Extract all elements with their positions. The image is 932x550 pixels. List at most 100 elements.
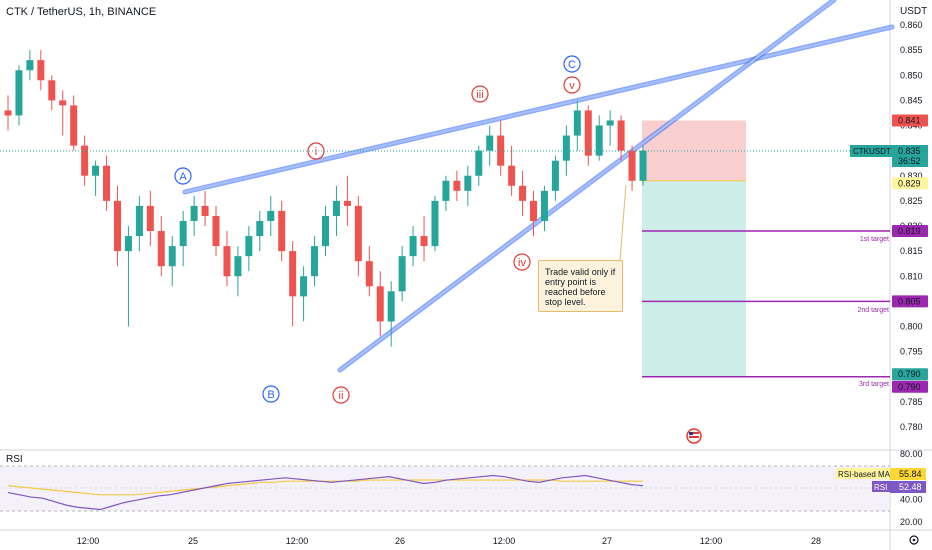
target-2-label: 2nd target	[857, 307, 889, 314]
candle-body	[442, 180, 450, 201]
target-3-label: 3rd target	[859, 381, 889, 388]
price-tick: 0.785	[900, 397, 923, 407]
symbol-badge-bg	[850, 145, 892, 157]
candle-body	[212, 215, 220, 247]
trendlines[interactable]	[182, 0, 895, 373]
price-tick: 0.825	[900, 196, 923, 206]
price-tick: 0.810	[900, 271, 923, 281]
lower-trendline-core	[338, 0, 836, 372]
candle-body	[519, 185, 527, 201]
rsi-ma-badge: RSI-based MA 55.84	[836, 468, 926, 480]
rsi-tick: 40.00	[900, 494, 923, 504]
candle-body	[573, 110, 581, 136]
us-flag-icon[interactable]	[686, 428, 702, 444]
svg-text:RSI: RSI	[874, 483, 887, 492]
candle-body	[617, 120, 625, 151]
price-tick: 0.830	[900, 171, 923, 181]
time-axis: 12:00 25 12:00 26 12:00 27 12:00 28	[77, 536, 821, 546]
countdown: 36:52	[898, 156, 921, 166]
candle-body	[289, 251, 297, 297]
candle-body	[48, 80, 56, 101]
candle-body	[311, 246, 319, 277]
stop-badge: 0.841	[898, 115, 921, 125]
candle-body	[431, 200, 439, 247]
candle-body	[354, 205, 362, 262]
candle-body	[398, 256, 406, 292]
candle-body	[584, 110, 592, 156]
price-tick: 0.850	[900, 70, 923, 80]
candle-body	[497, 135, 505, 166]
candle-body	[322, 215, 329, 247]
candle-body	[300, 276, 308, 297]
wave-ii: ii	[339, 390, 344, 402]
candle-body	[81, 145, 89, 176]
candle-body	[92, 165, 100, 176]
candle-body	[475, 150, 483, 176]
chart-title: CTK / TetherUS, 1h, BINANCE	[6, 6, 156, 18]
svg-text:55.84: 55.84	[899, 469, 922, 479]
candle-body	[124, 236, 132, 252]
note-pointer	[619, 184, 627, 261]
candle-body	[343, 200, 351, 206]
price-tick: 0.800	[900, 322, 923, 332]
candle-body	[26, 60, 34, 71]
candle-body	[464, 175, 472, 191]
candle-body	[562, 135, 570, 161]
rsi-tick: 20.00	[900, 517, 923, 527]
currency-label: USDT	[900, 6, 927, 17]
price-tick: 0.845	[900, 95, 923, 105]
wave-B: B	[267, 389, 274, 401]
t3-green-badge: 0.790	[898, 369, 921, 379]
candle-body	[267, 210, 275, 221]
candle-body	[59, 100, 67, 106]
candle-body	[256, 220, 264, 237]
wave-ii-circle	[332, 386, 350, 404]
price-tick: 0.795	[900, 347, 923, 357]
t3-purple-badge: 0.790	[898, 382, 921, 392]
candle-body	[387, 291, 395, 322]
candle-body	[508, 165, 516, 186]
time-tick: 26	[395, 536, 405, 546]
time-tick: 12:00	[493, 536, 516, 546]
entry-badge-bg	[892, 177, 928, 190]
candle-body	[453, 180, 461, 191]
price-tick: 0.855	[900, 45, 923, 55]
wave-iv-circle	[513, 253, 531, 271]
candle-body	[551, 160, 559, 191]
candle-body	[628, 150, 636, 181]
price-tick: 0.860	[900, 20, 923, 30]
candle-body	[540, 190, 548, 221]
wave-iv: iv	[518, 257, 526, 269]
candle-body	[376, 286, 384, 322]
wave-v: v	[569, 80, 575, 92]
candle-body	[190, 205, 198, 221]
rsi-band	[0, 466, 890, 511]
candle-body	[245, 236, 253, 257]
wave-iii-circle	[471, 85, 489, 103]
price-tick: 0.815	[900, 246, 923, 256]
t1-badge-bg	[892, 225, 928, 238]
wave-B-circle	[262, 385, 280, 403]
candle-body	[37, 60, 45, 81]
target-1-label: 1st target	[860, 236, 889, 243]
candle-body	[157, 231, 165, 267]
svg-text:52.48: 52.48	[899, 482, 922, 492]
time-tick: 12:00	[700, 536, 723, 546]
candle-body	[409, 236, 417, 257]
candle-body	[113, 200, 121, 252]
candle-body	[486, 135, 494, 151]
candle-body	[103, 165, 111, 201]
wave-i: i	[315, 146, 317, 158]
time-tick: 12:00	[77, 536, 100, 546]
time-tick: 28	[811, 536, 821, 546]
candle-body	[606, 120, 614, 126]
candle-body	[530, 200, 538, 221]
candle-body	[146, 205, 154, 232]
settings-icon[interactable]	[909, 535, 919, 545]
price-tick: 0.780	[900, 422, 923, 432]
stop-badge-bg	[892, 114, 928, 127]
candle-body	[15, 70, 23, 116]
